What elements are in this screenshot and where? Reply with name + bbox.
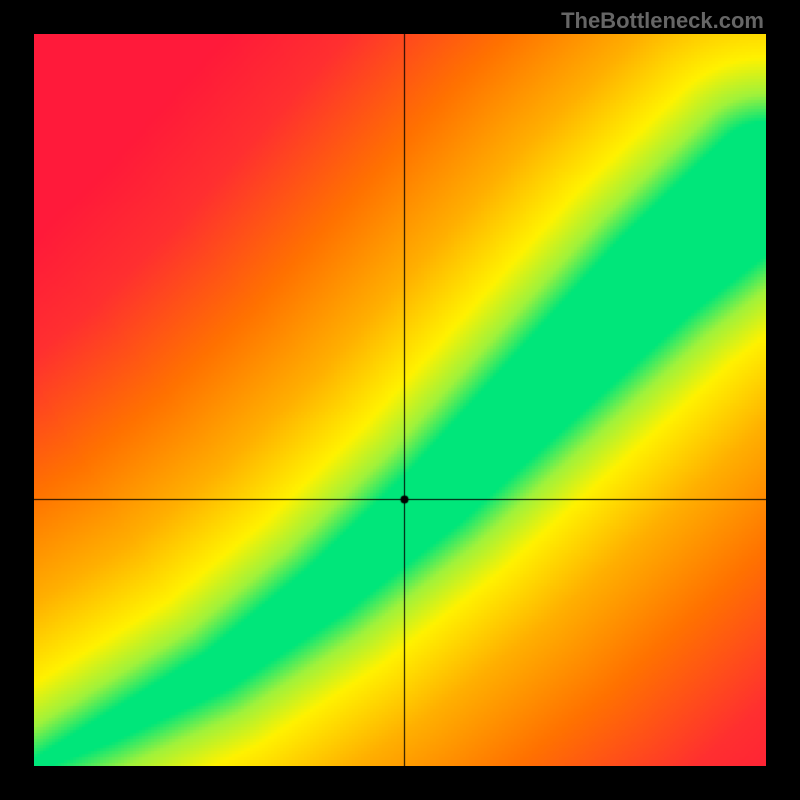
heatmap-canvas — [34, 34, 766, 766]
watermark: TheBottleneck.com — [561, 8, 764, 34]
chart-container: TheBottleneck.com — [0, 0, 800, 800]
